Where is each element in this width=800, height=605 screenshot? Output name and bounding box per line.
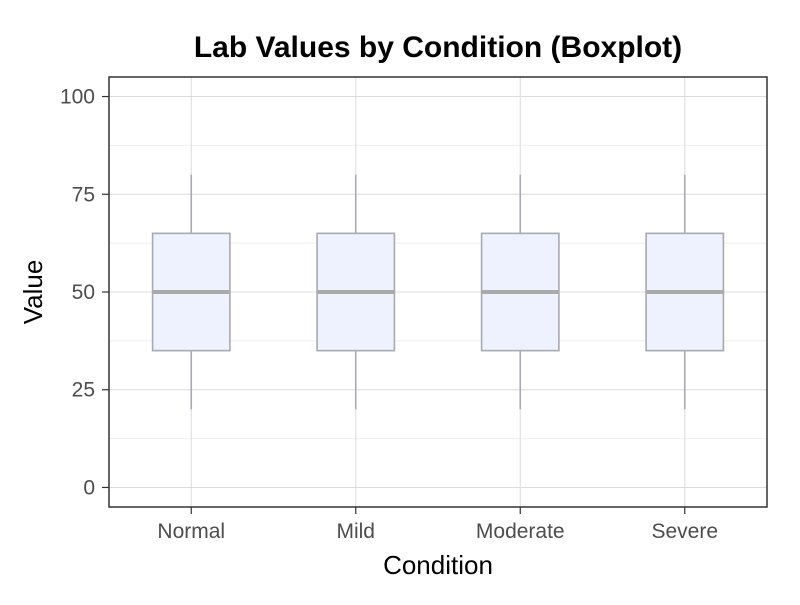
x-tick-label: Mild	[336, 520, 375, 543]
chart-title: Lab Values by Condition (Boxplot)	[194, 31, 682, 64]
box-normal	[151, 174, 231, 410]
y-axis-ticks: 0 25 50 75 100	[60, 86, 109, 499]
box-severe	[645, 174, 725, 410]
x-tick-label: Moderate	[476, 520, 565, 543]
x-tick-label: Severe	[651, 520, 718, 543]
y-tick-label: 100	[60, 86, 95, 109]
box-moderate	[480, 174, 560, 410]
y-axis-title: Value	[18, 260, 48, 325]
y-tick-label: 0	[83, 476, 95, 499]
box-mild	[316, 174, 396, 410]
y-tick-label: 25	[72, 379, 95, 402]
boxes	[151, 174, 725, 410]
x-axis-ticks: Normal Mild Moderate Severe	[157, 507, 718, 543]
y-tick-label: 75	[72, 183, 95, 206]
x-tick-label: Normal	[157, 520, 225, 543]
y-tick-label: 50	[72, 281, 95, 304]
x-axis-title: Condition	[383, 550, 493, 580]
